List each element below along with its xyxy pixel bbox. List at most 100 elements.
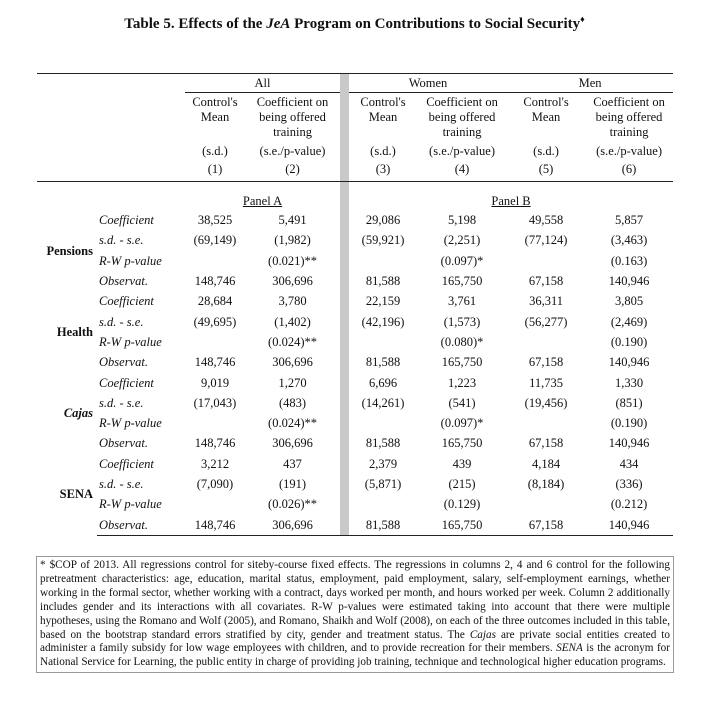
column-number: (3) (349, 160, 418, 182)
value-cell (185, 332, 245, 352)
separator (340, 142, 350, 160)
column-header: Control's Mean (360, 95, 406, 124)
separator (340, 73, 350, 93)
value-cell: (56,277) (524, 314, 568, 329)
value-cell: (0.026)** (268, 497, 317, 512)
value-cell: (69,149) (193, 233, 237, 248)
row-label: s.d. - s.e. (99, 395, 144, 410)
value-cell: (2,469) (610, 314, 648, 329)
footnote-text: are private social entities created to a… (40, 628, 670, 655)
value-cell (507, 494, 585, 514)
stat-label: (s.d.) (533, 144, 559, 158)
stat-label: (s.e./p-value) (259, 144, 326, 158)
value-cell: (0.129) (443, 497, 481, 512)
row-label: Coefficient (99, 375, 154, 390)
value-cell: (541) (448, 395, 476, 410)
section-label: Health (56, 324, 93, 339)
value-cell: (42,196) (361, 314, 405, 329)
row-label: Coefficient (99, 213, 154, 228)
value-cell: 439 (452, 456, 472, 471)
data-row: SENA Coefficient 3,212 437 2,379 439 4,184 434 (37, 453, 673, 501)
value-cell: 67,158 (528, 436, 564, 451)
value-cell: 22,159 (365, 294, 401, 309)
value-cell: (0.024)** (268, 416, 317, 431)
value-cell: (0.024)** (268, 334, 317, 349)
value-cell: 81,588 (365, 355, 401, 370)
value-cell: (7,090) (196, 477, 234, 491)
value-cell: (0.163) (610, 253, 648, 268)
value-cell: 38,525 (197, 213, 233, 228)
value-cell: 9,019 (200, 375, 230, 390)
value-cell (507, 251, 585, 271)
data-row: R-W p-value (0.024)** (0.080)* (0.190) (37, 331, 673, 353)
separator (340, 270, 350, 292)
value-cell: (0.021)** (268, 253, 317, 268)
value-cell: 67,158 (528, 274, 564, 289)
value-cell: (336) (615, 477, 643, 491)
value-cell: 28,684 (197, 294, 233, 309)
value-cell: (1,402) (274, 314, 311, 329)
value-cell: 165,750 (441, 355, 483, 370)
value-cell: 437 (283, 456, 302, 471)
value-cell: 140,946 (608, 436, 650, 451)
value-cell: 81,588 (365, 436, 401, 451)
separator (340, 181, 350, 210)
panel-label: Panel B (491, 194, 531, 208)
value-cell: 1,223 (447, 375, 477, 390)
separator (340, 331, 350, 353)
data-row: s.d. - s.e. (7,090) (191) (5,871) (215) (8,18… (37, 473, 673, 495)
value-cell: 148,746 (194, 436, 236, 451)
value-cell: 1,270 (278, 375, 307, 390)
separator (340, 311, 350, 332)
separator (340, 230, 350, 251)
column-header: Control's Mean (192, 95, 238, 124)
value-cell: 306,696 (245, 514, 341, 536)
value-cell: 140,946 (585, 514, 674, 536)
blank (37, 182, 185, 211)
value-cell: 81,588 (349, 514, 418, 536)
value-cell: 3,212 (200, 456, 230, 471)
row-label: Observat. (99, 436, 148, 451)
data-row: Observat. 148,746 306,696 81,588 165,750 67,1… (37, 352, 673, 373)
value-cell: 165,750 (417, 514, 508, 536)
value-cell: 148,746 (194, 274, 236, 289)
blank (37, 73, 185, 93)
results-table: All Women Men Control's Mean Coefficient on … (37, 73, 674, 536)
value-cell: 67,158 (507, 514, 586, 536)
table-title: Table 5. Effects of the JeA Program on C… (0, 14, 709, 33)
value-cell: (59,921) (361, 233, 405, 248)
stat-label: (s.e./p-value) (596, 144, 663, 158)
column-header: Coefficient on being offered training (593, 95, 665, 139)
title-program: JeA (266, 16, 291, 32)
data-row: s.d. - s.e. (49,695) (1,402) (42,196) (1,573… (37, 311, 673, 332)
data-row: Health Coefficient 28,684 3,780 22,159 3,761 3… (37, 291, 673, 339)
footnote-text: * $COP of 2013. All regressions control … (40, 559, 670, 641)
value-cell: 11,735 (529, 375, 563, 390)
value-cell: (215) (448, 477, 476, 491)
title-mark: ♦ (580, 14, 585, 24)
value-cell: (8,184) (527, 477, 565, 491)
value-cell: 36,311 (529, 294, 563, 309)
value-cell: 3,761 (447, 294, 477, 309)
value-cell: (49,695) (193, 314, 237, 329)
row-label: R-W p-value (99, 416, 162, 431)
value-cell (349, 332, 417, 352)
footnote-term: SENA (556, 642, 583, 655)
row-label: Coefficient (99, 456, 154, 471)
row-label: Observat. (99, 274, 148, 289)
value-cell: 5,198 (447, 213, 477, 228)
footnote: * $COP of 2013. All regressions control … (36, 556, 674, 674)
panel-label: Panel A (242, 194, 283, 208)
group-row: All Women Men (37, 73, 674, 93)
value-cell (507, 332, 585, 352)
stat-label: (s.d.) (202, 144, 228, 158)
separator (340, 433, 350, 454)
separator (340, 494, 350, 515)
value-cell: 306,696 (272, 274, 313, 289)
data-row: s.d. - s.e. (17,043) (483) (14,261) (541) (19… (37, 392, 673, 413)
column-number: (1) (185, 160, 245, 182)
value-cell: (1,573) (443, 314, 481, 329)
stat-label: (s.d.) (370, 144, 396, 158)
value-cell: (0.097)* (440, 416, 484, 431)
value-cell: 306,696 (272, 436, 313, 451)
